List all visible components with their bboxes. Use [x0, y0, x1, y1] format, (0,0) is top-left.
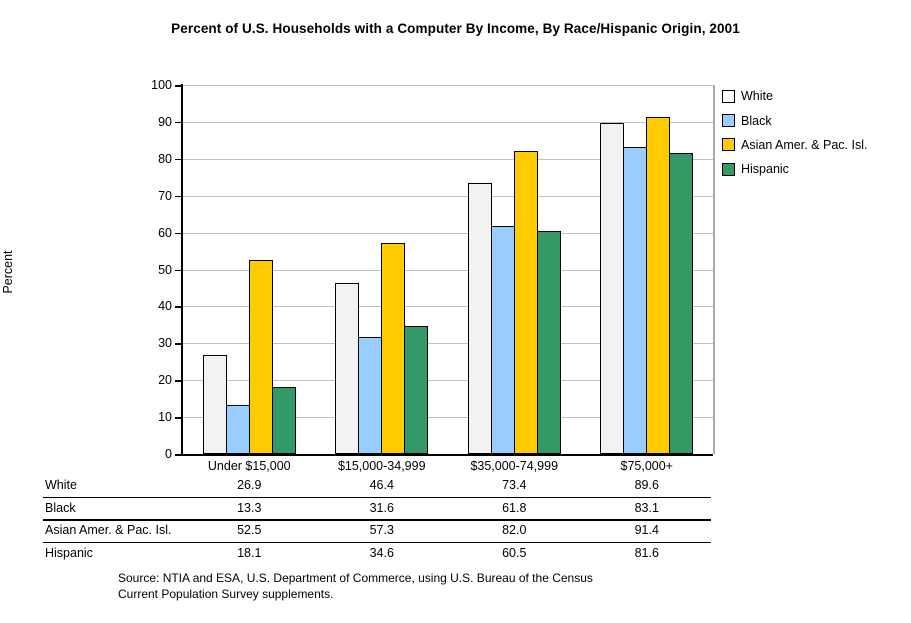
source-note-line1: Source: NTIA and ESA, U.S. Department of…: [118, 571, 593, 585]
table-row-label-black: Black: [45, 500, 76, 515]
y-tick-80: [175, 158, 181, 161]
y-tick-label-70: 70: [158, 188, 172, 203]
table-cell-black-15-000-34-999: 31.6: [369, 500, 394, 515]
bar-hispanic-35-000-74-999: [536, 231, 561, 454]
bar-asian-amer-pac-isl-under-15-000: [248, 260, 273, 454]
legend-item-hispanic: Hispanic: [722, 157, 867, 181]
bar-hispanic-under-15-000: [271, 387, 296, 454]
y-tick-0: [175, 454, 181, 456]
bar-hispanic-15-000-34-999: [404, 326, 429, 454]
y-tick-label-50: 50: [158, 262, 172, 277]
bar-black-15-000-34-999: [358, 337, 383, 454]
table-cell-black-under-15-000: 13.3: [237, 500, 262, 515]
table-cell-hispanic-15-000-34-999: 34.6: [369, 545, 394, 560]
gridline-40: [183, 306, 713, 308]
y-tick-label-90: 90: [158, 114, 172, 129]
chart-title: Percent of U.S. Households with a Comput…: [171, 21, 740, 36]
y-axis-line: [181, 84, 183, 456]
legend-label-hispanic: Hispanic: [741, 162, 789, 177]
source-note-line2: Current Population Survey supplements.: [118, 587, 334, 601]
legend-swatch-icon-black: [722, 114, 735, 128]
x-category-label-75-000: $75,000+: [620, 459, 673, 473]
bar-black-35-000-74-999: [490, 226, 515, 454]
legend: White Black Asian Amer. & Pac. Isl. Hispani…: [722, 84, 867, 182]
gridline-60: [183, 232, 713, 234]
bar-hispanic-75-000: [669, 153, 694, 454]
y-tick-60: [175, 232, 181, 235]
legend-label-asian-amer-pac-isl: Asian Amer. & Pac. Isl.: [741, 137, 868, 152]
bar-black-75-000: [623, 147, 648, 454]
y-tick-label-10: 10: [158, 410, 172, 425]
table-cell-hispanic-75-000: 81.6: [634, 545, 659, 560]
plot-border-right: [713, 85, 715, 454]
table-cell-asian-amer-pac-isl-35-000-74-999: 82.0: [502, 523, 527, 537]
y-axis-title: Percent: [1, 250, 15, 294]
table-cell-black-75-000: 83.1: [634, 500, 659, 515]
x-category-label-under-15-000: Under $15,000: [207, 459, 291, 473]
table-rule-3: [43, 541, 711, 543]
legend-item-white: White: [722, 84, 867, 108]
y-tick-label-80: 80: [158, 151, 172, 166]
table-cell-asian-amer-pac-isl-under-15-000: 52.5: [237, 523, 262, 537]
legend-label-white: White: [741, 89, 773, 104]
bar-white-75-000: [600, 123, 625, 454]
table-rule-2: [43, 519, 711, 521]
y-tick-label-40: 40: [158, 299, 172, 314]
bar-white-under-15-000: [202, 355, 227, 454]
x-category-label-35-000-74-999: $35,000-74,999: [470, 459, 559, 473]
y-tick-label-0: 0: [165, 447, 172, 461]
gridline-80: [183, 158, 713, 160]
bar-black-under-15-000: [225, 405, 250, 454]
legend-swatch-icon-white: [722, 89, 735, 103]
table-cell-hispanic-35-000-74-999: 60.5: [502, 545, 527, 560]
y-tick-50: [175, 269, 181, 271]
bar-white-35-000-74-999: [467, 183, 492, 454]
legend-swatch-icon-hispanic: [722, 162, 735, 176]
bar-asian-amer-pac-isl-15-000-34-999: [381, 243, 406, 454]
legend-label-black: Black: [741, 113, 772, 128]
y-tick-label-30: 30: [158, 336, 172, 351]
y-tick-label-100: 100: [151, 78, 172, 92]
table-cell-asian-amer-pac-isl-15-000-34-999: 57.3: [369, 523, 394, 537]
y-tick-label-60: 60: [158, 225, 172, 240]
table-cell-asian-amer-pac-isl-75-000: 91.4: [634, 523, 659, 537]
gridline-100: [183, 85, 713, 86]
legend-item-black: Black: [722, 108, 867, 132]
gridline-70: [183, 195, 713, 197]
x-axis-line: [181, 454, 713, 456]
table-cell-black-35-000-74-999: 61.8: [502, 500, 527, 515]
y-tick-90: [175, 121, 181, 124]
table-cell-white-35-000-74-999: 73.4: [502, 478, 527, 492]
gridline-10: [183, 417, 713, 419]
table-row-label-white: White: [45, 478, 77, 492]
y-tick-100: [175, 85, 181, 87]
y-tick-10: [175, 417, 181, 419]
y-tick-70: [175, 195, 181, 198]
table-rule-1: [43, 496, 711, 498]
y-tick-label-20: 20: [158, 373, 172, 388]
gridline-30: [183, 343, 713, 345]
table-row-label-hispanic: Hispanic: [45, 545, 93, 560]
y-tick-30: [175, 343, 181, 345]
table-cell-white-15-000-34-999: 46.4: [369, 478, 394, 492]
bar-asian-amer-pac-isl-35-000-74-999: [513, 151, 538, 454]
table-row-label-asian-amer-pac-isl: Asian Amer. & Pac. Isl.: [45, 523, 172, 537]
table-cell-white-75-000: 89.6: [634, 478, 659, 492]
y-tick-20: [175, 380, 181, 382]
x-category-label-15-000-34-999: $15,000-34,999: [337, 459, 426, 473]
table-cell-white-under-15-000: 26.9: [237, 478, 262, 492]
gridline-90: [183, 121, 713, 123]
gridline-20: [183, 380, 713, 382]
y-tick-40: [175, 306, 181, 308]
bar-white-15-000-34-999: [335, 283, 360, 454]
legend-swatch-icon-asian-amer-pac-isl: [722, 138, 735, 152]
bar-asian-amer-pac-isl-75-000: [646, 117, 671, 454]
legend-item-asian-amer-pac-isl: Asian Amer. & Pac. Isl.: [722, 133, 867, 157]
gridline-50: [183, 269, 713, 271]
table-cell-hispanic-under-15-000: 18.1: [237, 545, 262, 560]
